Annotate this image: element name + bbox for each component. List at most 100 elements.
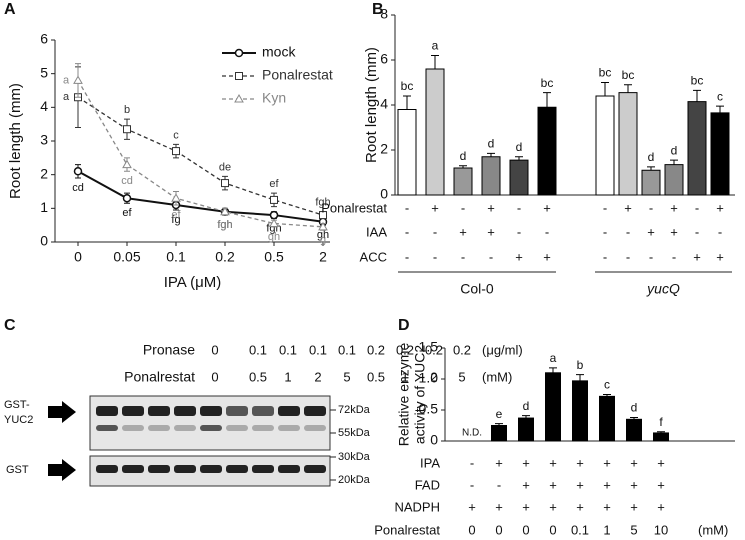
bar bbox=[687, 101, 707, 196]
marker bbox=[171, 193, 181, 202]
row-value: 0.1 bbox=[309, 342, 327, 357]
treatment-value: + bbox=[716, 200, 724, 215]
treatment-value: + bbox=[624, 200, 632, 215]
error-bar bbox=[657, 431, 665, 433]
treatment-value: - bbox=[695, 200, 699, 215]
treatment-value: - bbox=[517, 200, 521, 215]
row-value: 2 bbox=[430, 369, 437, 384]
y-tick-label: 6 bbox=[380, 51, 388, 67]
treatment-value: + bbox=[522, 455, 530, 470]
marker bbox=[123, 125, 131, 134]
error-bar bbox=[522, 415, 530, 419]
legend-label: Kyn bbox=[262, 90, 286, 106]
band-faint bbox=[174, 425, 196, 431]
significance-letter: a bbox=[63, 74, 70, 86]
bar bbox=[618, 92, 638, 196]
error-bar bbox=[543, 92, 551, 108]
band bbox=[200, 406, 222, 416]
band-faint bbox=[200, 425, 222, 431]
marker bbox=[269, 218, 279, 227]
panel-label: B bbox=[372, 1, 384, 18]
treatment-value: - bbox=[672, 249, 676, 264]
error-bar bbox=[495, 423, 503, 426]
bar bbox=[599, 395, 615, 442]
x-tick-label: 0.2 bbox=[215, 249, 235, 265]
bar bbox=[572, 380, 588, 442]
significance-letter: bc bbox=[541, 76, 554, 90]
bar bbox=[453, 167, 473, 196]
marker bbox=[122, 159, 132, 169]
legend-label: Ponalrestat bbox=[262, 67, 333, 83]
treatment-value: - bbox=[649, 249, 653, 264]
treatment-value: - bbox=[545, 224, 549, 239]
row-value: 0 bbox=[211, 342, 218, 357]
treatment-value: + bbox=[515, 249, 523, 264]
treatment-value: + bbox=[431, 200, 439, 215]
treatment-value: - bbox=[517, 224, 521, 239]
row-label: Ponalrestat bbox=[124, 369, 195, 385]
error-bar bbox=[431, 55, 439, 69]
y-tick-label: 2 bbox=[380, 141, 388, 157]
size-marker: 30kDa bbox=[338, 451, 371, 463]
treatment-value: + bbox=[522, 477, 530, 492]
band bbox=[304, 465, 326, 473]
treatment-value: + bbox=[576, 455, 584, 470]
band-label: YUC2 bbox=[4, 414, 33, 426]
treatment-value: 0 bbox=[522, 522, 529, 537]
y-axis-title: Root length (mm) bbox=[7, 83, 24, 199]
band-faint bbox=[122, 425, 144, 431]
band bbox=[226, 406, 248, 416]
treatment-value: + bbox=[549, 455, 557, 470]
row-value: 0.1 bbox=[249, 342, 267, 357]
marker bbox=[319, 211, 327, 220]
marker bbox=[220, 206, 230, 216]
row-value: 0.2 bbox=[367, 342, 385, 357]
row-value: 5 bbox=[458, 369, 465, 384]
error-bar bbox=[603, 394, 611, 397]
legend-label: mock bbox=[262, 44, 296, 60]
error-bar bbox=[403, 95, 411, 110]
size-marker: 72kDa bbox=[338, 404, 371, 416]
band bbox=[200, 465, 222, 473]
significance-letter: f bbox=[659, 415, 663, 429]
marker bbox=[269, 210, 279, 220]
treatment-value: + bbox=[603, 477, 611, 492]
bar bbox=[664, 164, 684, 196]
panel-label: A bbox=[4, 1, 16, 18]
treatment-value: 0.1 bbox=[571, 522, 589, 537]
bar bbox=[518, 417, 534, 442]
band bbox=[96, 465, 118, 473]
treatment-value: + bbox=[487, 224, 495, 239]
error-bar bbox=[549, 367, 557, 373]
treatment-value: - bbox=[497, 477, 501, 492]
y-tick-label: 4 bbox=[380, 96, 388, 112]
band-faint bbox=[96, 425, 118, 431]
legend-marker bbox=[235, 72, 243, 80]
significance-letter: d bbox=[671, 143, 678, 157]
treatment-value: - bbox=[461, 249, 465, 264]
significance-letter: d bbox=[631, 401, 638, 415]
series-line bbox=[77, 96, 324, 216]
significance-letter: a bbox=[63, 91, 70, 103]
band-faint bbox=[148, 425, 170, 431]
significance-letter: c bbox=[173, 129, 179, 141]
treatment-value: + bbox=[549, 499, 557, 514]
treatment-value: - bbox=[603, 249, 607, 264]
significance-letter: bc bbox=[691, 74, 704, 88]
treatment-value: + bbox=[647, 224, 655, 239]
significance-letter: a bbox=[550, 351, 557, 365]
y-tick-label: 0 bbox=[430, 432, 438, 448]
band bbox=[252, 406, 274, 416]
treatment-value: - bbox=[626, 249, 630, 264]
treatment-value: + bbox=[576, 499, 584, 514]
significance-letter: fgh bbox=[217, 219, 232, 231]
error-bar bbox=[515, 156, 523, 161]
band-faint bbox=[226, 425, 248, 431]
size-marker: 20kDa bbox=[338, 474, 371, 486]
treatment-value: + bbox=[543, 249, 551, 264]
significance-letter: cd bbox=[72, 182, 84, 194]
bar bbox=[653, 432, 669, 442]
error-bar bbox=[624, 84, 632, 93]
y-tick-label: 6 bbox=[40, 31, 48, 47]
band-label: GST- bbox=[4, 399, 30, 411]
